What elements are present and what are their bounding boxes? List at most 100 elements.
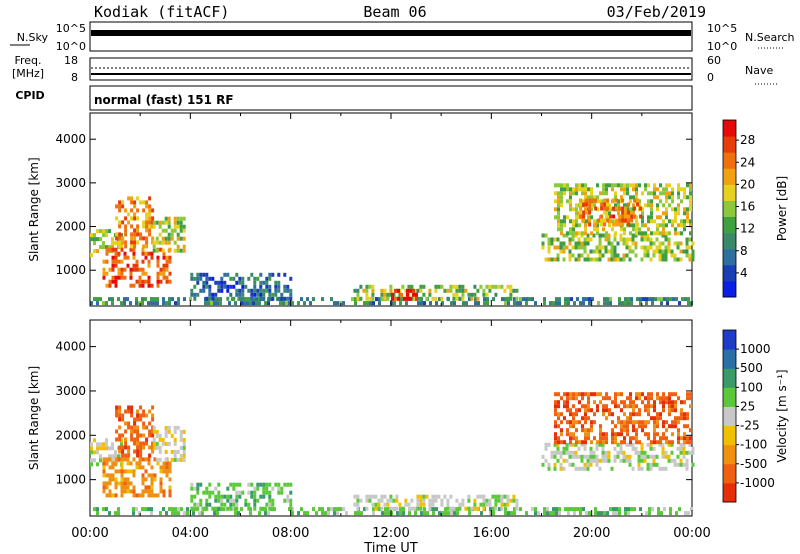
data-cell — [286, 482, 290, 487]
data-cell — [610, 257, 614, 262]
y-tick-label: 4000 — [55, 132, 86, 146]
data-cell — [599, 199, 602, 204]
data-cell — [90, 450, 93, 455]
data-cell — [676, 462, 680, 467]
data-cell — [123, 457, 127, 462]
data-cell — [419, 498, 423, 503]
data-cell — [610, 249, 614, 254]
data-cell — [136, 196, 140, 201]
data-cell — [117, 454, 120, 459]
data-cell — [572, 420, 575, 425]
data-cell — [262, 506, 266, 511]
data-cell — [565, 442, 569, 447]
data-cell — [584, 432, 587, 437]
data-cell — [637, 466, 641, 471]
data-cell — [662, 408, 665, 413]
data-cell — [193, 276, 197, 281]
data-cell — [372, 301, 375, 306]
data-cell — [467, 494, 471, 499]
data-cell — [601, 446, 605, 451]
data-cell — [646, 245, 650, 250]
data-cell — [138, 275, 142, 280]
data-cell — [102, 267, 106, 272]
colorbar-tick-label: -100 — [740, 438, 767, 452]
data-cell — [643, 245, 647, 250]
data-cell — [555, 507, 558, 512]
data-cell — [196, 482, 200, 487]
data-cell — [666, 301, 669, 306]
data-cell — [638, 199, 641, 204]
freq-tick-bottom: 8 — [71, 71, 78, 84]
freq-label: Freq. — [14, 54, 41, 67]
data-cell — [656, 416, 659, 421]
data-cell — [586, 466, 590, 471]
data-cell — [425, 296, 429, 301]
data-cell — [111, 461, 115, 466]
data-cell — [668, 440, 671, 445]
data-cell — [324, 511, 327, 516]
data-cell — [262, 292, 266, 297]
data-cell — [619, 446, 623, 451]
data-cell — [446, 502, 450, 507]
data-cell — [659, 199, 662, 204]
data-cell — [470, 296, 474, 301]
data-cell — [151, 441, 155, 446]
data-region — [115, 196, 155, 249]
data-cell — [630, 507, 633, 512]
data-cell — [256, 276, 260, 281]
data-cell — [120, 493, 124, 498]
data-cell — [627, 511, 630, 516]
data-cell — [404, 502, 408, 507]
data-cell — [670, 458, 674, 463]
data-cell — [664, 466, 668, 471]
data-cell — [126, 263, 130, 268]
data-cell — [440, 296, 444, 301]
data-cell — [632, 195, 635, 200]
data-cell — [603, 202, 607, 207]
data-cell — [387, 507, 390, 512]
data-cell — [441, 301, 444, 306]
data-cell — [262, 490, 266, 495]
data-cell — [255, 297, 258, 302]
data-cell — [583, 257, 587, 262]
data-cell — [144, 507, 147, 512]
data-cell — [554, 404, 557, 409]
data-cell — [600, 222, 604, 227]
data-cell — [596, 440, 599, 445]
data-cell — [638, 408, 641, 413]
data-cell — [547, 462, 551, 467]
data-cell — [668, 412, 671, 417]
data-cell — [641, 420, 644, 425]
data-cell — [668, 408, 671, 413]
data-cell — [640, 446, 644, 451]
data-cell — [126, 469, 130, 474]
data-cell — [609, 297, 612, 302]
data-cell — [446, 296, 450, 301]
data-cell — [118, 204, 122, 209]
data-cell — [590, 440, 593, 445]
data-cell — [617, 420, 620, 425]
data-cell — [111, 263, 115, 268]
data-cell — [552, 301, 555, 306]
data-cell — [568, 249, 572, 254]
data-cell — [327, 511, 330, 516]
data-cell — [250, 292, 254, 297]
data-cell — [500, 494, 504, 499]
data-cell — [440, 502, 444, 507]
data-cell — [93, 249, 96, 254]
data-cell — [671, 191, 674, 196]
data-cell — [596, 231, 599, 236]
data-cell — [199, 502, 203, 507]
data-cell — [635, 183, 638, 188]
data-cell — [605, 440, 608, 445]
data-cell — [162, 465, 166, 470]
data-cell — [667, 442, 671, 447]
data-cell — [147, 251, 151, 256]
data-cell — [618, 511, 621, 516]
data-cell — [114, 450, 117, 455]
data-cell — [115, 232, 119, 237]
data-cell — [583, 462, 587, 467]
data-cell — [226, 272, 230, 277]
data-cell — [587, 187, 590, 192]
data-cell — [632, 424, 635, 429]
